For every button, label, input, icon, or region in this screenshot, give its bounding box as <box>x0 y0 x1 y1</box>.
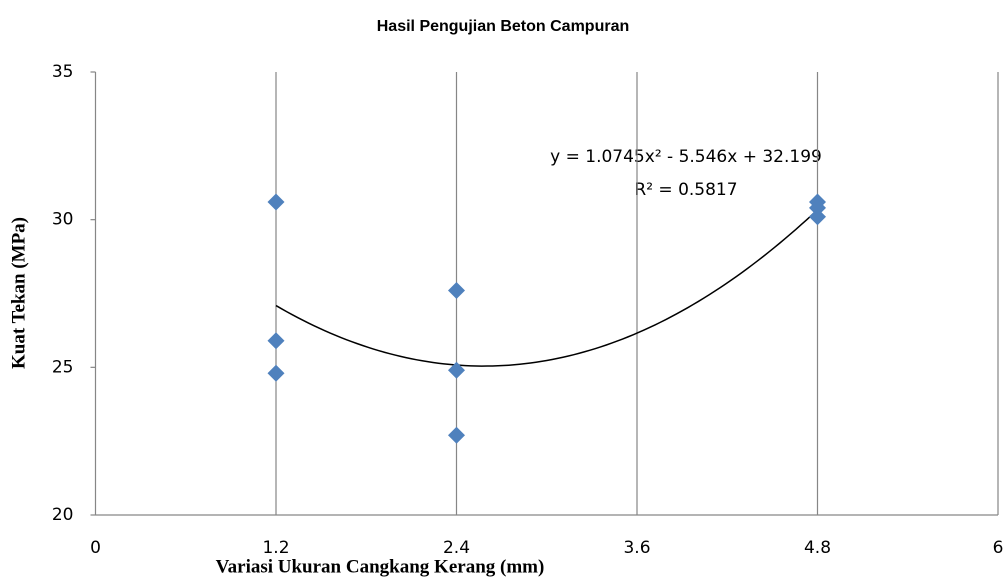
x-tick-label: 1.2 <box>262 538 289 558</box>
data-point <box>448 282 465 300</box>
y-axis-title: Kuat Tekan (MPa) <box>8 217 29 369</box>
data-point <box>267 332 285 350</box>
y-tick-label: 35 <box>52 62 74 82</box>
data-point <box>267 193 285 211</box>
data-point <box>267 364 285 382</box>
trendline-equation: y = 1.0745x² - 5.546x + 32.199 <box>550 147 822 167</box>
data-point <box>809 199 826 217</box>
x-tick-label: 6 <box>993 538 1004 558</box>
x-axis-title: Variasi Ukuran Cangkang Kerang (mm) <box>216 556 545 577</box>
y-tick-label: 25 <box>52 357 74 377</box>
chart-title: Hasil Pengujian Beton Campuran <box>377 18 629 35</box>
x-tick-label: 2.4 <box>443 538 470 558</box>
data-point <box>448 361 465 379</box>
trendline-r2: R² = 0.5817 <box>634 180 737 200</box>
trendline <box>275 209 819 367</box>
y-tick-label: 30 <box>52 210 74 230</box>
data-point <box>809 208 826 226</box>
x-tick-label: 0 <box>90 538 101 558</box>
data-point <box>448 426 465 444</box>
y-tick-label: 20 <box>52 505 74 525</box>
x-tick-label: 4.8 <box>804 538 831 558</box>
x-tick-label: 3.6 <box>623 538 650 558</box>
